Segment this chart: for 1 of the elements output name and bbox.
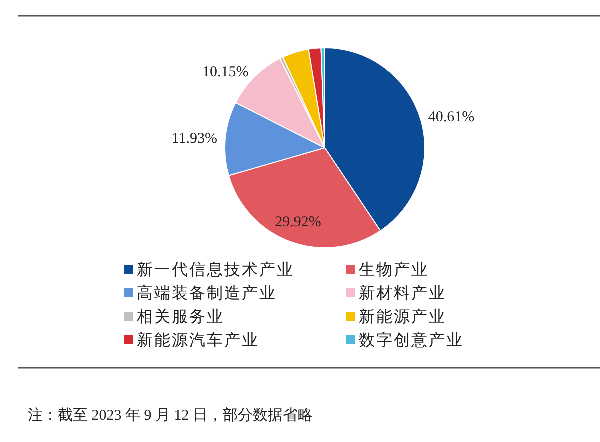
annotation: 注：截至 2023 年 9 月 12 日，部分数据省略 — [28, 408, 313, 424]
